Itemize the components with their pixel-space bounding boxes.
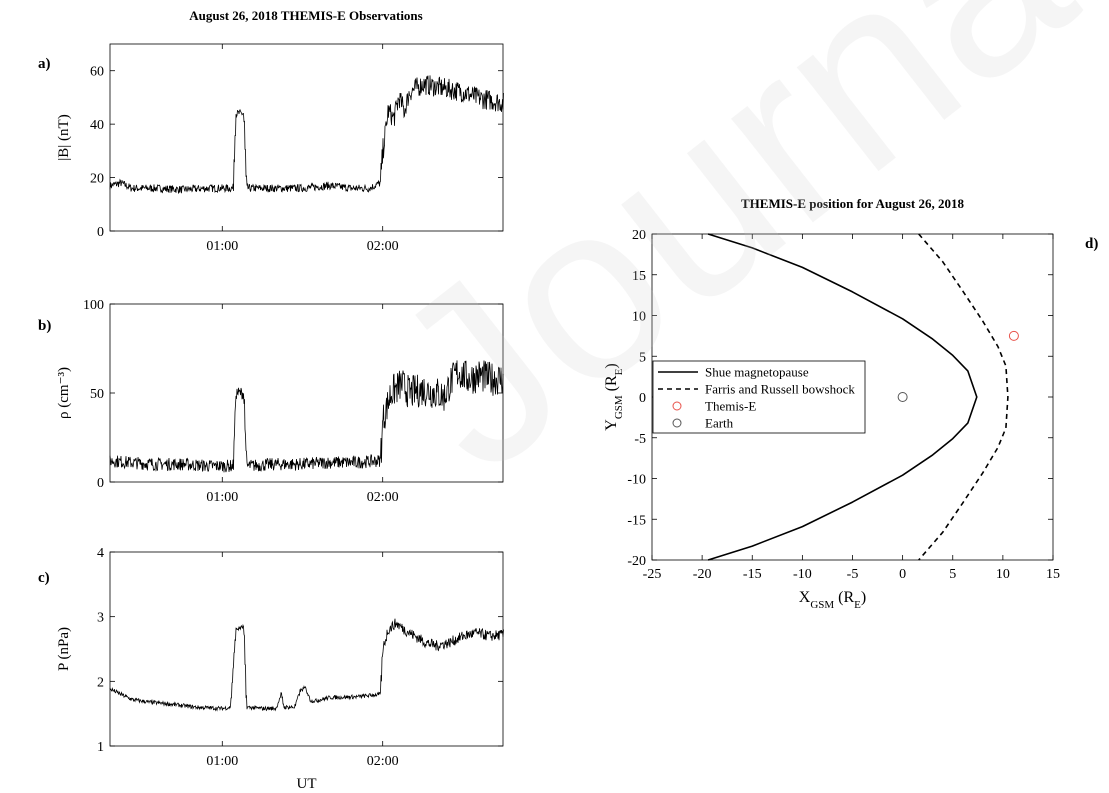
legend-marker	[672, 401, 682, 411]
legend-marker	[672, 418, 682, 428]
x-tick-label: 02:00	[367, 490, 399, 505]
magnetopause-curve	[707, 233, 978, 561]
panel-d: d) THEMIS-E position for August 26, 2018 -…	[603, 196, 1098, 611]
legend-label: Farris and Russell bowshock	[705, 382, 855, 397]
y-axis-label: ρ (cm⁻³)	[56, 367, 72, 419]
y-tick-label: 3	[97, 611, 104, 626]
data-line	[109, 360, 504, 473]
y-tick-label: 20	[632, 228, 646, 243]
marker-themis-e	[1008, 330, 1019, 341]
y-tick-label: 100	[83, 298, 104, 313]
x-tick-label: -15	[743, 567, 762, 582]
y-tick-label: 60	[90, 65, 104, 80]
panel-c: c) 1 2 3 4 01:00 02:00 P (nPa) UT	[38, 546, 504, 792]
panel-label: c)	[38, 570, 50, 586]
y-tick-label: -15	[627, 513, 646, 528]
x-tick-label: -5	[847, 567, 859, 582]
chart-title: THEMIS-E position for August 26, 2018	[741, 196, 964, 211]
axes-box	[109, 43, 504, 232]
x-tick-label: 15	[1046, 567, 1060, 582]
axes-box	[109, 551, 504, 747]
y-axis-label: P (nPa)	[56, 627, 72, 671]
data-line	[109, 618, 504, 712]
x-tick-label: 01:00	[206, 239, 238, 254]
panel-b: b) 0 50 100 01:00 02:00 ρ (cm⁻³)	[38, 298, 504, 505]
y-tick-label: 15	[632, 269, 646, 284]
data-line	[109, 75, 504, 195]
y-tick-label: 2	[97, 675, 104, 690]
x-tick-label: 01:00	[206, 490, 238, 505]
x-tick-label: -20	[693, 567, 712, 582]
x-tick-label: -25	[643, 567, 662, 582]
legend-label: Earth	[705, 416, 734, 431]
y-tick-label: 0	[97, 225, 104, 240]
legend-label: Themis-E	[705, 399, 756, 414]
y-tick-label: 40	[90, 118, 104, 133]
x-tick-label: 0	[899, 567, 906, 582]
y-tick-label: 4	[97, 546, 104, 561]
legend-label: Shue magnetopause	[705, 365, 809, 380]
y-tick-label: 10	[632, 310, 646, 325]
x-tick-label: 01:00	[206, 754, 238, 769]
x-tick-label: 02:00	[367, 239, 399, 254]
y-tick-label: 50	[90, 387, 104, 402]
y-axis-label: |B| (nT)	[56, 114, 72, 160]
marker-earth	[897, 392, 908, 402]
legend-box	[652, 360, 866, 434]
panel-a: a) 0 20 40 60 01:00 02:00 |B| (nT)	[38, 43, 504, 254]
y-tick-label: 0	[639, 391, 646, 406]
x-tick-label: 02:00	[367, 754, 399, 769]
panel-label: d)	[1085, 236, 1098, 252]
panel-label: b)	[38, 318, 51, 334]
y-tick-label: 20	[90, 172, 104, 187]
x-tick-label: 10	[996, 567, 1010, 582]
y-tick-label: -20	[627, 554, 646, 569]
y-tick-label: 5	[639, 350, 646, 365]
panel-label: a)	[38, 56, 51, 72]
y-tick-label: 0	[97, 476, 104, 491]
y-axis-label: YGSM (RE)	[603, 363, 625, 430]
x-tick-label: -10	[793, 567, 812, 582]
y-tick-label: -5	[634, 432, 646, 447]
bowshock-curve	[918, 233, 1009, 561]
y-tick-label: -10	[627, 473, 646, 488]
x-axis-label: UT	[297, 776, 317, 792]
y-tick-label: 1	[97, 740, 104, 755]
x-axis-label: XGSM (RE)	[799, 589, 866, 611]
x-tick-label: 5	[949, 567, 956, 582]
figure-title: August 26, 2018 THEMIS-E Observations	[189, 8, 422, 23]
